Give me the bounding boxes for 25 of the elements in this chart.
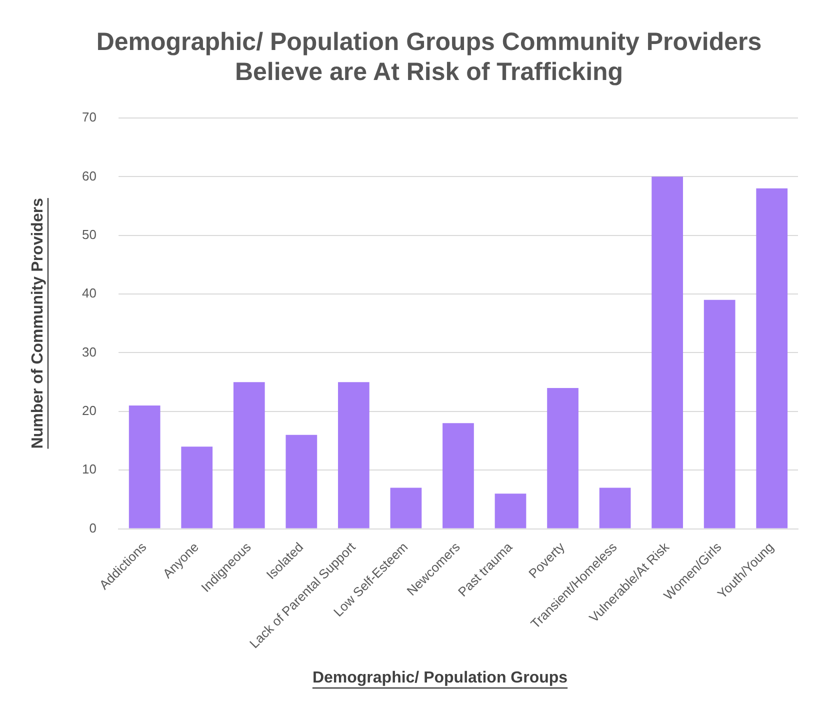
y-tick-label: 30 — [82, 344, 96, 360]
bar — [128, 406, 160, 528]
text: Demographic/ Population Groups Community Providers — [96, 28, 762, 56]
bar — [494, 494, 526, 528]
x-axis-title: Demographic/ Population Groups — [312, 669, 568, 686]
y-tick-label: 10 — [82, 462, 96, 477]
bar — [704, 300, 736, 528]
bar — [390, 488, 422, 528]
bar — [756, 188, 788, 528]
bar — [286, 434, 318, 528]
text: Believe are At Risk of Trafficking — [234, 58, 624, 86]
bar — [442, 423, 474, 528]
bar — [181, 446, 213, 528]
y-tick-label: 0 — [89, 520, 96, 536]
y-axis-title: Number of Community Providers — [29, 198, 46, 449]
y-tick-label: 60 — [82, 168, 96, 184]
y-tick-label: 20 — [82, 403, 96, 418]
bar — [547, 388, 578, 528]
bar — [652, 176, 683, 528]
bar — [599, 488, 631, 528]
y-tick-label: 50 — [82, 226, 96, 242]
y-tick-label: 40 — [82, 286, 96, 301]
y-tick-label: 70 — [82, 110, 96, 125]
bar — [338, 382, 370, 528]
bar — [233, 382, 265, 528]
